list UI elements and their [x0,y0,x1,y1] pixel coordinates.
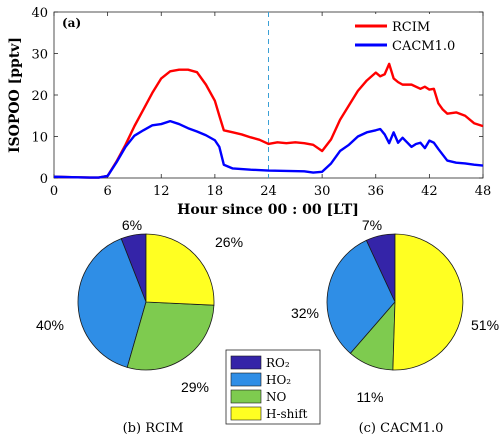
x-tick-label: 42 [421,184,438,199]
pie-rcim-slice-ho- [77,238,147,368]
y-axis-label: ISOPOO [pptv] [7,37,23,153]
pie-legend-swatch [230,389,262,404]
y-tick-label: 10 [31,131,48,146]
pie-cacm-value-label: 51% [471,317,499,333]
pie-cacm-value-label: 7% [362,217,382,233]
y-tick-label: 40 [31,6,48,21]
pie-rcim-slice-no [126,301,215,371]
series-line-rcim [53,62,484,179]
line-legend: RCIM CACM1.0 [352,14,480,60]
line-chart-panel: 0 10 20 30 40 0 6 12 18 24 30 36 42 48 (a) Hour sinc… [7,6,491,218]
x-axis-label: Hour since 00 : 00 [LT] [177,202,359,218]
legend-label-rcim: RCIM [392,20,430,35]
series-line-cacm [53,119,484,179]
pie-legend-label: NO [266,390,287,404]
y-axis-ticks: 0 10 20 30 40 [31,6,483,187]
pie-legend-swatch [230,372,262,387]
pie-cacm-slice-ho- [326,239,396,354]
y-tick-label: 0 [40,172,48,187]
y-tick-label: 30 [31,48,48,63]
pie-cacm-value-label: 32% [291,305,319,321]
pie-legend-items: RO₂ HO₂ NO H-shift [230,355,308,421]
x-tick-label: 18 [207,184,224,199]
pie-legend-swatch [230,355,262,370]
x-tick-label: 24 [260,184,277,199]
x-tick-label: 48 [475,184,492,199]
pie-legend-label: RO₂ [266,356,290,370]
panel-label: (a) [62,16,81,30]
pie-legend-label: HO₂ [266,373,291,387]
x-tick-label: 6 [103,184,111,199]
series-layer [53,62,484,179]
pie-rcim-value-label: 40% [36,317,64,333]
pie-legend-swatch [230,406,262,421]
line-legend-box [352,14,480,60]
pie-caption-cacm: (c) CACM1.0 [359,421,444,436]
x-tick-label: 36 [367,184,384,199]
x-tick-label: 30 [314,184,331,199]
y-tick-label: 20 [31,89,48,104]
x-axis-ticks: 0 6 12 18 24 30 36 42 48 [50,12,491,199]
pie-cacm-slice-h-shift [392,233,464,371]
pie-chart-rcim: 6% 40% 29% 26% [36,217,243,395]
x-tick-label: 0 [50,184,58,199]
pie-chart-cacm: 7% 32% 11% 51% [291,217,499,405]
pie-legend-label: H-shift [266,407,308,421]
pie-rcim-slice-h-shift [145,233,215,306]
pie-rcim-value-label: 29% [181,379,209,395]
x-tick-label: 12 [153,184,170,199]
pie-legend: RO₂ HO₂ NO H-shift [225,349,321,425]
legend-label-cacm: CACM1.0 [392,39,455,54]
pie-rcim-value-label: 6% [122,217,142,233]
pie-rcim-value-label: 26% [215,234,243,250]
pie-caption-rcim: (b) RCIM [123,421,184,436]
pie-cacm-value-label: 11% [357,389,384,405]
